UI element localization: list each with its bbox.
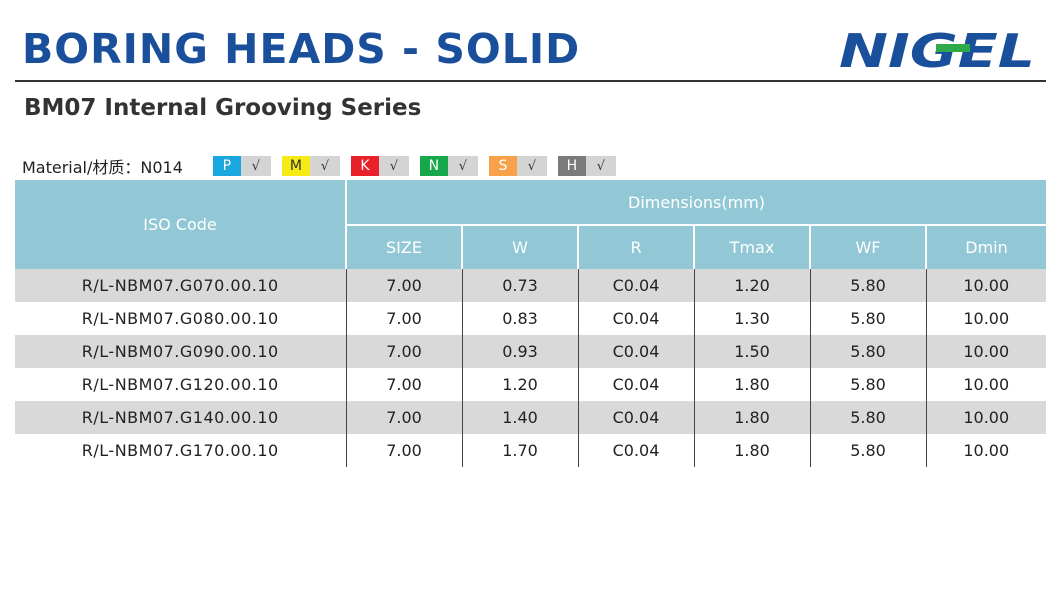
column-header-r: R: [577, 224, 694, 269]
cell-tmax: 1.80: [693, 401, 810, 434]
material-label: Material/材质：N014: [22, 158, 183, 177]
table-row: R/L-NBM07.G120.00.10 7.00 1.20 C0.04 1.80 5.8…: [15, 368, 1047, 401]
column-header-tmax: Tmax: [693, 224, 810, 269]
check-icon: √: [447, 156, 478, 176]
cell-wf: 5.80: [809, 269, 926, 302]
cell-size: 7.00: [345, 401, 462, 434]
column-header-size: SIZE: [345, 224, 462, 269]
cell-tmax: 1.50: [693, 335, 810, 368]
check-icon: √: [309, 156, 340, 176]
cell-tmax: 1.80: [693, 368, 810, 401]
cell-wf: 5.80: [809, 434, 926, 467]
cell-w: 1.70: [461, 434, 578, 467]
specs-table: ISO Code Dimensions(mm) SIZE W R Tmax WF Dmin…: [15, 180, 1047, 467]
cell-w: 0.73: [461, 269, 578, 302]
table-row: R/L-NBM07.G070.00.10 7.00 0.73 C0.04 1.20 5.8…: [15, 269, 1047, 302]
iso-code-cell: R/L-NBM07.G090.00.10: [15, 335, 346, 368]
cell-r: C0.04: [577, 434, 694, 467]
nigel-logo: NIGEL: [839, 24, 1035, 74]
material-row: Material/材质：N014 P √ M √ K √ N √ S √ H √: [22, 155, 627, 177]
cell-size: 7.00: [345, 368, 462, 401]
material-code: S: [488, 156, 517, 176]
material-code: H: [557, 156, 586, 176]
material-code: M: [281, 156, 310, 176]
iso-code-cell: R/L-NBM07.G070.00.10: [15, 269, 346, 302]
cell-size: 7.00: [345, 335, 462, 368]
cell-tmax: 1.80: [693, 434, 810, 467]
iso-code-cell: R/L-NBM07.G120.00.10: [15, 368, 346, 401]
cell-w: 1.40: [461, 401, 578, 434]
series-subtitle: BM07 Internal Grooving Series: [24, 95, 422, 121]
column-header-wf: WF: [809, 224, 926, 269]
iso-code-cell: R/L-NBM07.G140.00.10: [15, 401, 346, 434]
cell-tmax: 1.20: [693, 269, 810, 302]
cell-r: C0.04: [577, 269, 694, 302]
material-chip-m: M √: [281, 156, 340, 176]
iso-code-cell: R/L-NBM07.G080.00.10: [15, 302, 346, 335]
cell-w: 0.93: [461, 335, 578, 368]
material-code: N: [419, 156, 448, 176]
cell-dmin: 10.00: [925, 434, 1047, 467]
cell-dmin: 10.00: [925, 335, 1047, 368]
table-row: R/L-NBM07.G080.00.10 7.00 0.83 C0.04 1.30 5.8…: [15, 302, 1047, 335]
cell-wf: 5.80: [809, 335, 926, 368]
check-icon: √: [585, 156, 616, 176]
cell-size: 7.00: [345, 269, 462, 302]
cell-dmin: 10.00: [925, 401, 1047, 434]
cell-r: C0.04: [577, 335, 694, 368]
cell-r: C0.04: [577, 401, 694, 434]
check-icon: √: [378, 156, 409, 176]
cell-size: 7.00: [345, 302, 462, 335]
iso-code-header: ISO Code: [15, 180, 346, 269]
header-divider: [15, 80, 1046, 82]
table-row: R/L-NBM07.G140.00.10 7.00 1.40 C0.04 1.80 5.8…: [15, 401, 1047, 434]
cell-r: C0.04: [577, 368, 694, 401]
cell-r: C0.04: [577, 302, 694, 335]
iso-code-cell: R/L-NBM07.G170.00.10: [15, 434, 346, 467]
table-row: R/L-NBM07.G090.00.10 7.00 0.93 C0.04 1.50 5.8…: [15, 335, 1047, 368]
material-code: P: [212, 156, 241, 176]
material-chip-s: S √: [488, 156, 547, 176]
dimensions-header: Dimensions(mm): [344, 180, 1047, 225]
material-chip-k: K √: [350, 156, 409, 176]
cell-w: 1.20: [461, 368, 578, 401]
material-chip-p: P √: [212, 156, 271, 176]
cell-wf: 5.80: [809, 368, 926, 401]
cell-wf: 5.80: [809, 302, 926, 335]
table-row: R/L-NBM07.G170.00.10 7.00 1.70 C0.04 1.80 5.8…: [15, 434, 1047, 467]
cell-tmax: 1.30: [693, 302, 810, 335]
material-chip-n: N √: [419, 156, 478, 176]
cell-size: 7.00: [345, 434, 462, 467]
column-header-dmin: Dmin: [924, 224, 1047, 269]
cell-wf: 5.80: [809, 401, 926, 434]
material-chip-h: H √: [557, 156, 616, 176]
material-code: K: [350, 156, 379, 176]
check-icon: √: [240, 156, 271, 176]
page-title: BORING HEADS - SOLID: [22, 25, 581, 73]
cell-w: 0.83: [461, 302, 578, 335]
column-header-w: W: [461, 224, 578, 269]
cell-dmin: 10.00: [925, 269, 1047, 302]
check-icon: √: [516, 156, 547, 176]
cell-dmin: 10.00: [925, 302, 1047, 335]
cell-dmin: 10.00: [925, 368, 1047, 401]
